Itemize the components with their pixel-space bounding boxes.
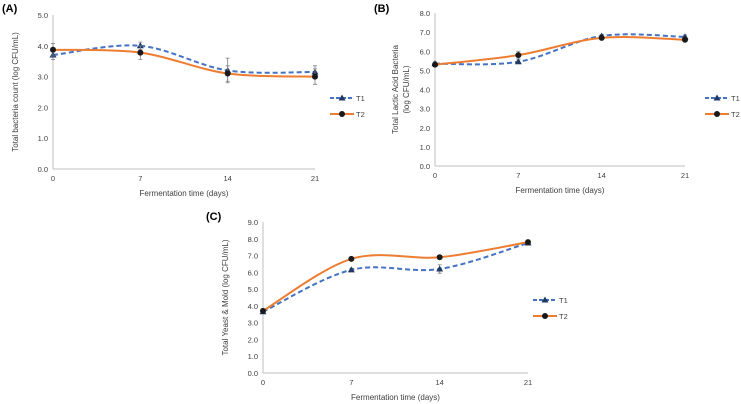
legend-marker bbox=[338, 94, 346, 101]
data-point bbox=[260, 307, 266, 314]
y-tick-label: 6.0 bbox=[248, 268, 258, 277]
legend-marker bbox=[714, 111, 720, 117]
y-tick-label: 3.0 bbox=[38, 73, 48, 82]
y-tick-label: 1.0 bbox=[38, 134, 48, 143]
x-tick-label: 7 bbox=[516, 171, 520, 180]
series-T1: T1 bbox=[431, 32, 740, 103]
data-point bbox=[436, 254, 443, 261]
legend-marker bbox=[542, 313, 548, 319]
data-point bbox=[598, 34, 605, 41]
chart-0: (A) 0.0 1.0 2.0 3.0 4.0 5.0 0 7 14 21 Fermentation … bbox=[2, 3, 365, 198]
y-tick-label: 7.0 bbox=[420, 28, 430, 37]
y-tick-label: 8.0 bbox=[248, 235, 258, 244]
y-tick-label: 2.0 bbox=[420, 124, 430, 133]
y-tick-label: 1.0 bbox=[420, 143, 430, 152]
legend-marker bbox=[713, 94, 721, 101]
series-line bbox=[52, 48, 316, 78]
legend-marker bbox=[541, 296, 549, 303]
x-axis-label: Fermentation time (days) bbox=[516, 186, 605, 195]
x-tick-label: 21 bbox=[681, 171, 689, 180]
data-point bbox=[136, 42, 144, 49]
y-tick-label: 4.0 bbox=[420, 86, 430, 95]
series-line bbox=[262, 241, 529, 312]
panel-label: (A) bbox=[2, 3, 18, 15]
y-tick-label: 6.0 bbox=[420, 47, 430, 56]
x-tick-label: 14 bbox=[435, 378, 443, 387]
x-tick-label: 21 bbox=[311, 174, 319, 183]
data-point bbox=[347, 266, 355, 273]
series-T1: T1 bbox=[259, 239, 568, 315]
legend-label: T2 bbox=[356, 110, 365, 119]
y-tick-label: 1.0 bbox=[248, 352, 258, 361]
legend-label: T2 bbox=[559, 312, 568, 321]
y-tick-label: 0.0 bbox=[248, 369, 258, 378]
x-tick-label: 0 bbox=[433, 171, 437, 180]
y-tick-label: 0.0 bbox=[420, 162, 430, 171]
x-axis-label: Fermentation time (days) bbox=[351, 393, 440, 402]
x-tick-label: 14 bbox=[597, 171, 605, 180]
series-T2: T2 bbox=[50, 43, 365, 119]
data-point bbox=[514, 58, 522, 65]
x-tick-label: 0 bbox=[261, 378, 265, 387]
y-tick-label: 4.0 bbox=[248, 302, 258, 311]
data-point bbox=[312, 73, 318, 80]
y-tick-label: 8.0 bbox=[420, 9, 430, 18]
y-tick-label: 2.0 bbox=[38, 103, 48, 112]
y-tick-label: 9.0 bbox=[248, 218, 258, 227]
y-tick-label: 0.0 bbox=[38, 165, 48, 174]
data-point bbox=[224, 70, 231, 77]
y-tick-label: 2.0 bbox=[248, 335, 258, 344]
series-T2: T2 bbox=[260, 239, 568, 321]
x-tick-label: 21 bbox=[524, 378, 532, 387]
y-axis-label: (log CFU/mL) bbox=[402, 65, 411, 113]
x-tick-label: 0 bbox=[51, 174, 55, 183]
data-point bbox=[682, 36, 688, 43]
x-tick-label: 7 bbox=[138, 174, 142, 183]
series-T2: T2 bbox=[432, 34, 740, 119]
data-point bbox=[137, 49, 144, 56]
panel-label: (B) bbox=[374, 3, 390, 15]
y-tick-label: 5.0 bbox=[38, 11, 48, 20]
y-axis-label: Total bacteria count (log CFU/mL) bbox=[11, 32, 20, 152]
y-tick-label: 5.0 bbox=[248, 285, 258, 294]
panel-label: (C) bbox=[206, 211, 222, 223]
data-point bbox=[348, 255, 355, 262]
y-tick-label: 3.0 bbox=[248, 319, 258, 328]
legend-label: T1 bbox=[731, 94, 740, 103]
series-line bbox=[434, 33, 686, 66]
legend-label: T1 bbox=[356, 94, 365, 103]
x-tick-label: 14 bbox=[223, 174, 231, 183]
legend-label: T2 bbox=[731, 110, 740, 119]
y-axis-label: Total Lactic Acid Bacteria bbox=[391, 44, 400, 133]
y-tick-label: 4.0 bbox=[38, 42, 48, 51]
chart-2: (C) 0.0 1.0 2.0 3.0 4.0 5.0 6.0 7.0 8.0 9.0 0 7 14 21 F… bbox=[206, 211, 568, 402]
data-point bbox=[436, 265, 444, 272]
y-tick-label: 3.0 bbox=[420, 105, 430, 114]
data-point bbox=[50, 46, 56, 53]
data-point bbox=[432, 61, 438, 68]
x-axis-label: Fermentation time (days) bbox=[140, 189, 229, 198]
legend-label: T1 bbox=[559, 296, 568, 305]
data-point bbox=[515, 52, 522, 59]
y-tick-label: 7.0 bbox=[248, 252, 258, 261]
chart-1: (B) 0.0 1.0 2.0 3.0 4.0 5.0 6.0 7.0 8.0 0 7 14 21 Ferm… bbox=[374, 3, 740, 195]
y-tick-label: 5.0 bbox=[420, 66, 430, 75]
series-line bbox=[434, 36, 686, 66]
x-tick-label: 7 bbox=[349, 378, 353, 387]
series-line bbox=[52, 44, 316, 74]
series-line bbox=[262, 242, 529, 313]
y-axis-label: Total Yeast & Mold (log CFU/mL) bbox=[221, 239, 230, 355]
data-point bbox=[525, 239, 531, 246]
legend-marker bbox=[339, 111, 345, 117]
series-T1: T1 bbox=[49, 41, 365, 103]
